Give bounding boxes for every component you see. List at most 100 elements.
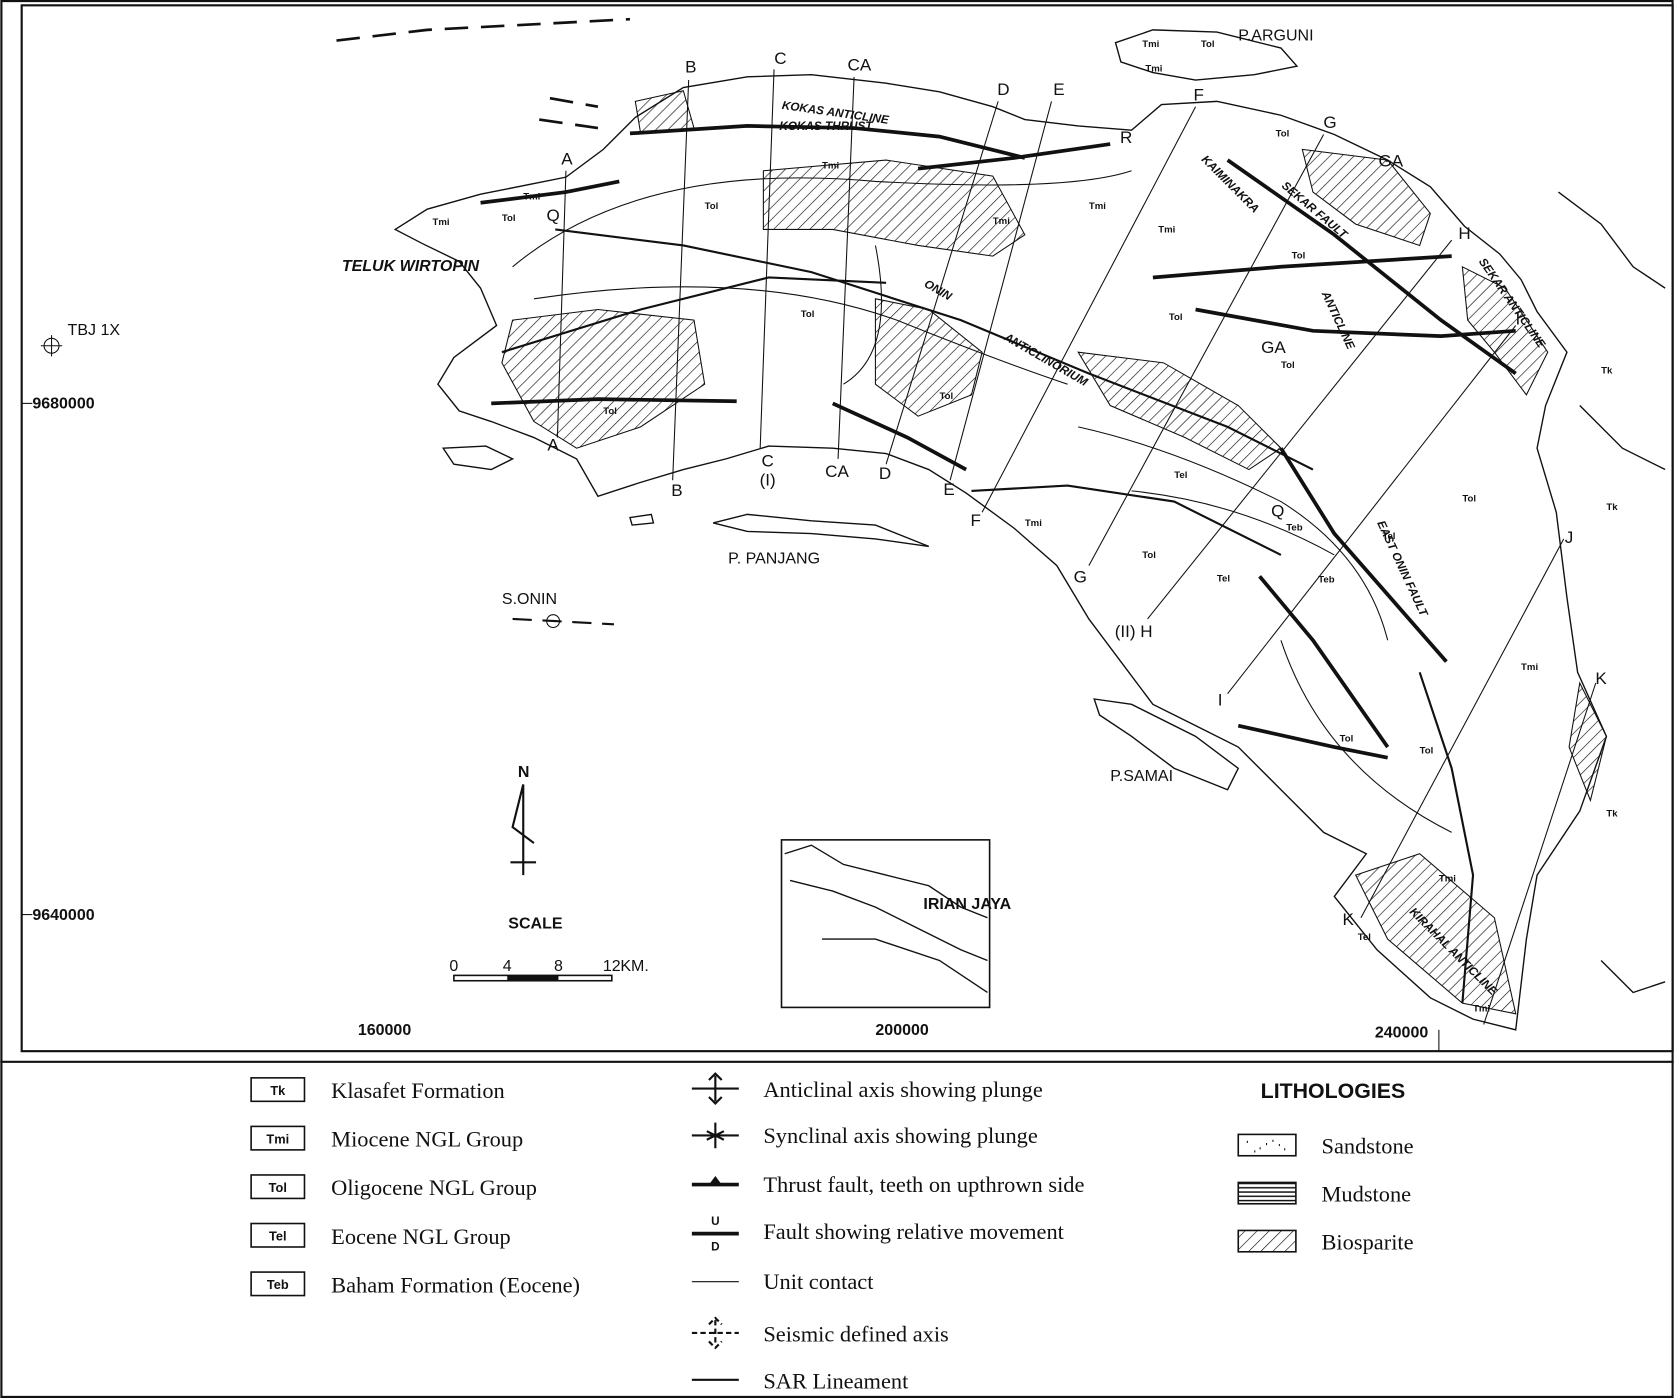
unit-label: Tmi	[993, 216, 1010, 227]
scale-bar-segment	[507, 975, 558, 980]
hatch-area	[635, 91, 694, 134]
formation-name: Eocene NGL Group	[331, 1224, 511, 1249]
section-label: Q	[1271, 502, 1284, 521]
section-label: D	[879, 464, 891, 483]
formation-legend: TkKlasafet FormationTmiMiocene NGL Group…	[251, 1078, 580, 1298]
section-label: C	[774, 49, 786, 68]
scale-tick-label: 12	[603, 958, 621, 975]
unit-label: Tol	[1142, 550, 1156, 561]
unit-label: Tol	[939, 391, 953, 402]
unit-label: Tol	[1281, 360, 1295, 371]
seismic-line	[336, 19, 629, 40]
unit-label: Tmi	[1473, 1004, 1490, 1015]
island-small	[443, 446, 653, 525]
mudstone-swatch	[1238, 1182, 1296, 1203]
section-line	[1089, 134, 1324, 565]
place-label: TELUK WIRTOPIN	[342, 258, 480, 275]
section-label: CA	[848, 55, 872, 74]
page: {"map":{ "places":["P.ARGUNI","TELUK WIR…	[0, 0, 1674, 1398]
section-line	[1484, 683, 1596, 1024]
scale-title: SCALE	[508, 915, 563, 932]
formation-name: Miocene NGL Group	[331, 1127, 523, 1152]
unit-label: Tol	[1292, 250, 1306, 261]
structure-label: ANTICLINE	[1318, 288, 1357, 352]
thrust-fault	[918, 144, 1110, 169]
section-label: B	[671, 481, 682, 500]
legend: TkKlasafet FormationTmiMiocene NGL Group…	[251, 1074, 1414, 1394]
north-arrow	[510, 784, 536, 875]
unit-label: Tmi	[822, 161, 839, 172]
symbol-label: Seismic defined axis	[763, 1321, 948, 1346]
unit-label: Tmi	[1089, 201, 1106, 212]
well-symbol	[41, 335, 62, 356]
structure-label: ONIN	[922, 277, 954, 303]
scale-tick-label: 8	[554, 958, 563, 975]
section-label: GA	[1379, 151, 1404, 170]
formation-code: Teb	[267, 1277, 289, 1292]
north-arrow-shape	[510, 784, 536, 875]
unit-label: Tk	[1606, 502, 1618, 513]
inset-frame	[782, 840, 990, 1008]
fault-mark: D	[711, 1241, 719, 1254]
structure-label: ANTICLINORIUM	[1001, 330, 1090, 389]
unit-label: Tol	[1462, 494, 1476, 505]
unit-label: Tol	[1340, 734, 1354, 745]
unit-label: Tol	[1169, 312, 1183, 323]
scale-unit: KM.	[620, 958, 648, 975]
section-label: G	[1074, 568, 1087, 587]
place-label: P.ARGUNI	[1238, 28, 1313, 45]
unit-label: Tol	[502, 213, 516, 224]
unit-label: Tel	[1174, 470, 1187, 481]
section-label: G	[1323, 113, 1336, 132]
easting-label: 200000	[875, 1022, 928, 1039]
section-label: E	[943, 480, 954, 499]
unit-label: Tol	[1201, 39, 1215, 50]
hatch-area	[1302, 149, 1430, 245]
thrust-teeth	[709, 1176, 722, 1185]
map-sheet: P.ARGUNI TELUK WIRTOPIN P. PANJANG S.ONI…	[0, 0, 1674, 1398]
unit-label: Tmi	[1158, 225, 1175, 236]
section-label: C	[761, 451, 773, 470]
formation-name: Baham Formation (Eocene)	[331, 1272, 580, 1297]
symbol-label: Anticlinal axis showing plunge	[763, 1077, 1042, 1102]
symbol-label: Fault showing relative movement	[763, 1219, 1064, 1244]
scale-bar	[454, 975, 612, 980]
thrust-fault	[1260, 576, 1388, 747]
section-label: (I)	[760, 471, 776, 490]
unit-label: Tmi	[1145, 64, 1162, 75]
section-label: J	[1565, 528, 1574, 547]
unit-label: Tel	[1217, 574, 1230, 585]
unit-label: Tol	[1276, 129, 1290, 140]
anticline-symbol	[692, 1074, 739, 1104]
unit-contact	[513, 171, 1452, 833]
symbol-label: SAR Lineament	[763, 1368, 909, 1393]
symbol-label: Thrust fault, teeth on upthrown side	[763, 1172, 1084, 1197]
seismic-line	[513, 619, 614, 624]
unit-label: Tmi	[523, 192, 540, 203]
hatch-area	[1569, 683, 1606, 800]
symbol-texts: Anticlinal axis showing plunge Synclinal …	[763, 1077, 1084, 1393]
unit-label: Tmi	[1025, 518, 1042, 529]
northing-label: 9640000	[32, 907, 94, 924]
formation-code: Tol	[269, 1180, 287, 1195]
section-line	[838, 77, 854, 459]
formation-code: Tel	[269, 1229, 287, 1244]
unit-label: Teb	[1318, 575, 1334, 586]
lithology-label: Sandstone	[1321, 1134, 1413, 1159]
formation-code: Tmi	[266, 1131, 289, 1146]
scale-tick-label: 0	[449, 958, 458, 975]
section-label: F	[1194, 85, 1204, 104]
section-label: I	[1515, 309, 1520, 328]
symbol-label: Synclinal axis showing plunge	[763, 1123, 1038, 1148]
symbol-legend: U D	[692, 1074, 739, 1380]
thrust-fault	[833, 403, 966, 469]
unit-label: Tmi	[1142, 39, 1159, 50]
unit-label: Tmi	[433, 217, 450, 228]
section-line	[886, 101, 998, 464]
place-label: TBJ 1X	[68, 322, 121, 339]
hatch-area	[875, 299, 982, 416]
section-label: A	[561, 149, 573, 168]
lithology-label: Mudstone	[1321, 1182, 1411, 1207]
formation-name: Klasafet Formation	[331, 1078, 505, 1103]
section-label: Q	[546, 206, 559, 225]
